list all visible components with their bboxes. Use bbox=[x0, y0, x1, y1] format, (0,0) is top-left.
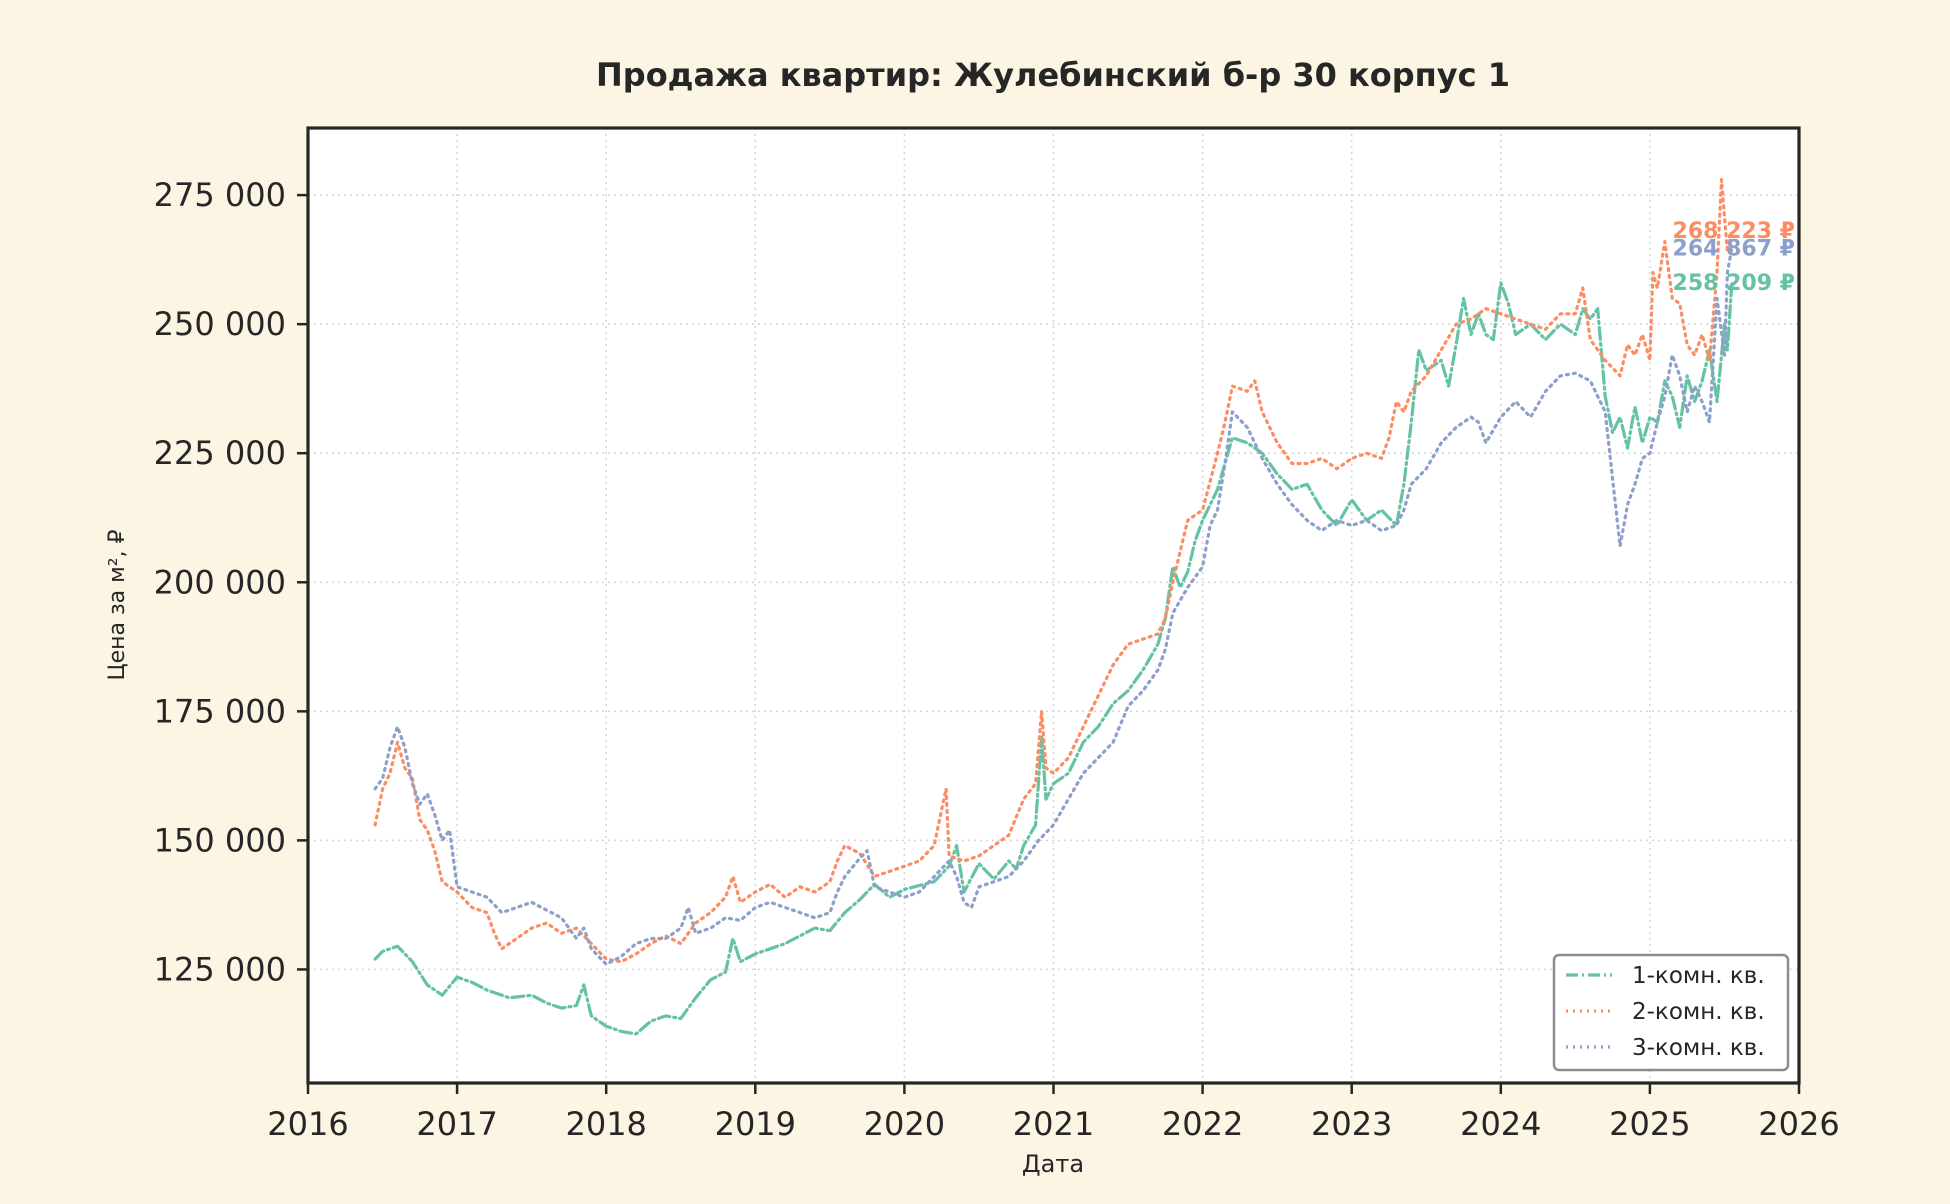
legend-label-1: 1-комн. кв. bbox=[1632, 963, 1765, 989]
end-label-2: 268 223 ₽ bbox=[1673, 219, 1795, 244]
y-axis-label: Цена за м², ₽ bbox=[105, 529, 130, 680]
series-lines bbox=[373, 178, 1734, 1036]
x-tick-label: 2024 bbox=[1460, 1105, 1541, 1143]
chart-title: Продажа квартир: Жулебинский б-р 30 корп… bbox=[596, 56, 1510, 94]
y-tick-label: 150 000 bbox=[154, 821, 286, 859]
end-label-1: 258 209 ₽ bbox=[1673, 271, 1795, 296]
y-tick-label: 200 000 bbox=[154, 563, 286, 601]
x-axis-label: Дата bbox=[1022, 1150, 1084, 1178]
y-tick-label: 250 000 bbox=[154, 305, 286, 343]
x-tick-label: 2016 bbox=[267, 1105, 348, 1143]
series-line-3 bbox=[373, 245, 1734, 966]
y-tick-label: 225 000 bbox=[154, 434, 286, 472]
legend: 1-комн. кв. 2-комн. кв. 3-комн. кв. bbox=[1552, 953, 1790, 1072]
x-tick-label: 2023 bbox=[1311, 1105, 1392, 1143]
legend-label-2: 2-комн. кв. bbox=[1632, 999, 1765, 1025]
x-tick-label: 2017 bbox=[416, 1105, 497, 1143]
x-tick-label: 2020 bbox=[864, 1105, 945, 1143]
x-tick-label: 2025 bbox=[1609, 1105, 1690, 1143]
legend-box bbox=[1552, 953, 1790, 1072]
series-line-1 bbox=[373, 280, 1734, 1036]
end-label-3: 264 867 ₽ bbox=[1673, 236, 1795, 261]
x-tick-label: 2019 bbox=[715, 1105, 796, 1143]
x-tick-label: 2021 bbox=[1013, 1105, 1094, 1143]
end-labels: 258 209 ₽ 268 223 ₽264 867 ₽ bbox=[1673, 219, 1795, 296]
x-tick-label: 2022 bbox=[1162, 1105, 1243, 1143]
y-tick-label: 275 000 bbox=[154, 176, 286, 214]
y-tick-label: 175 000 bbox=[154, 692, 286, 730]
plot-area bbox=[308, 128, 1799, 1083]
legend-label-3: 3-комн. кв. bbox=[1632, 1035, 1765, 1061]
y-tick-label: 125 000 bbox=[154, 950, 286, 988]
axis-ticks: 2016 2017 2018 2019 2020 2021 2022 2023 2024 2025… bbox=[154, 176, 1840, 1143]
x-tick-label: 2026 bbox=[1758, 1105, 1839, 1143]
x-tick-label: 2018 bbox=[565, 1105, 646, 1143]
